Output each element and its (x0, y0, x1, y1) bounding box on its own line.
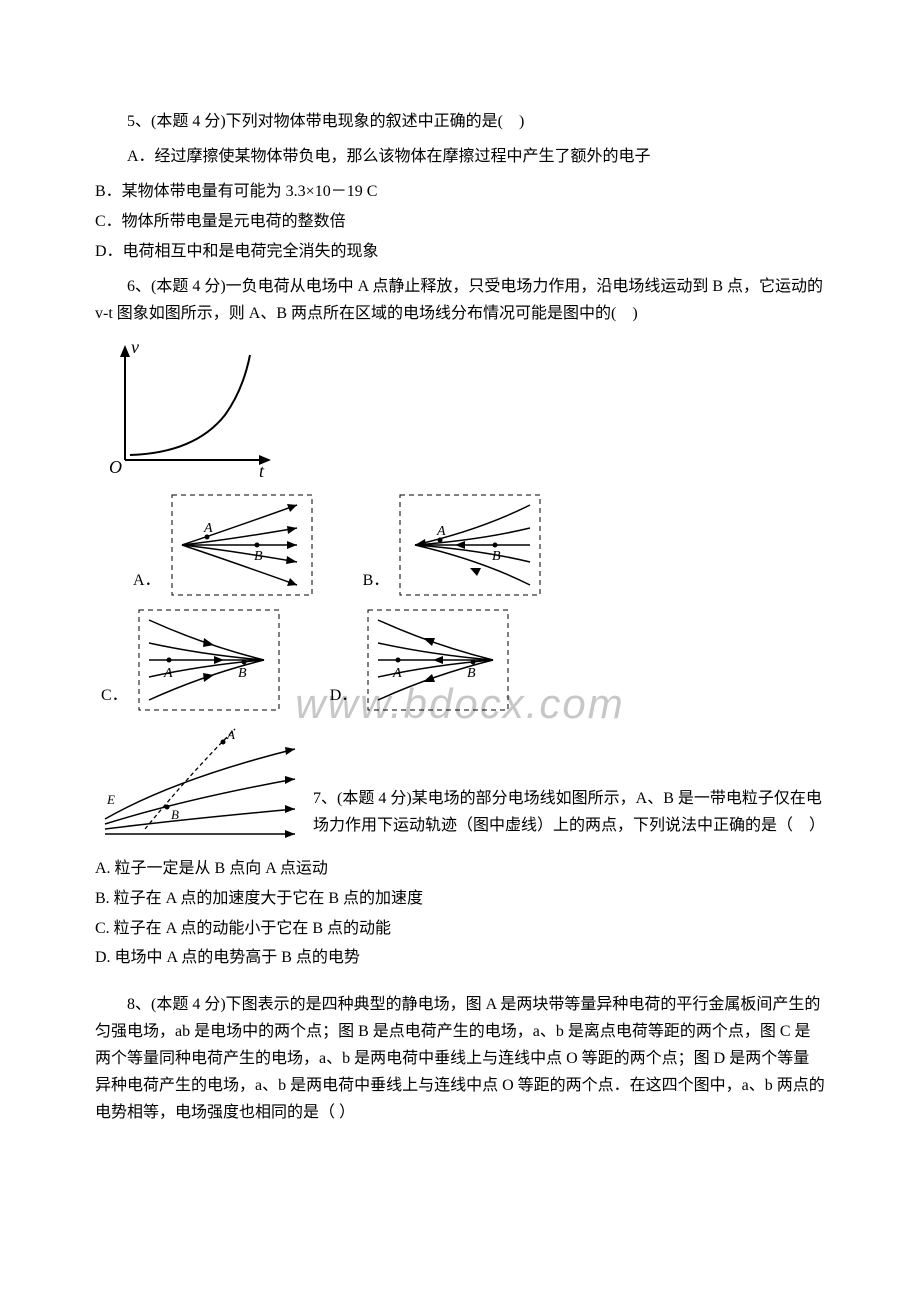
q6-options-row1: A． A B B． A B (95, 490, 825, 600)
svg-text:E: E (106, 792, 115, 807)
svg-text:A: A (226, 727, 235, 742)
q6-vt-graph: v O t (95, 335, 825, 485)
svg-text:A: A (203, 521, 213, 536)
q5-option-b: B．某物体带电量有可能为 3.3×10－19 C (95, 178, 825, 205)
svg-text:O: O (109, 457, 122, 477)
q5-option-a: A．经过摩擦使某物体带负电，那么该物体在摩擦过程中产生了额外的电子 (95, 143, 825, 170)
q8-stem: 8、(本题 4 分)下图表示的是四种典型的静电场，图 A 是两块带等量异种电荷的… (95, 991, 825, 1127)
q5-option-d: D．电荷相互中和是电荷完全消失的现象 (95, 238, 825, 265)
svg-text:B: B (254, 549, 263, 564)
svg-text:A: A (436, 524, 446, 539)
q7-option-a: A. 粒子一定是从 B 点向 A 点运动 (95, 855, 825, 882)
svg-text:t: t (259, 461, 265, 481)
q6-option-c-fig: A B (134, 605, 284, 715)
svg-text:A: A (163, 666, 173, 681)
svg-text:A: A (392, 666, 402, 681)
vt-graph-svg: v O t (95, 335, 285, 485)
q6-options-row2: C． A B D． A B (95, 605, 825, 715)
q7-option-d: D. 电场中 A 点的电势高于 B 点的电势 (95, 944, 825, 971)
svg-text:B: B (467, 666, 476, 681)
q7-stem: 7、(本题 4 分)某电场的部分电场线如图所示，A、B 是一带电粒子仅在电场力作… (313, 790, 825, 834)
q6-label-b: B． (363, 567, 390, 594)
svg-text:B: B (171, 807, 179, 822)
q5-stem: 5、(本题 4 分)下列对物体带电现象的叙述中正确的是( ) (95, 108, 825, 135)
svg-text:B: B (492, 549, 501, 564)
q6-label-a: A． (133, 567, 161, 594)
q7-option-b: B. 粒子在 A 点的加速度大于它在 B 点的加速度 (95, 885, 825, 912)
q6-option-b-fig: A B (395, 490, 545, 600)
q7-block: A B E 7、(本题 4 分)某电场的部分电场线如图所示，A、B 是一带电粒子… (95, 719, 825, 839)
q6-option-a-fig: A B (167, 490, 317, 600)
q7-option-c: C. 粒子在 A 点的动能小于它在 B 点的动能 (95, 915, 825, 942)
q6-option-d-fig: A B (363, 605, 513, 715)
q6-label-d: D． (330, 682, 358, 709)
q6-stem: 6、(本题 4 分)一负电荷从电场中 A 点静止释放，只受电场力作用，沿电场线运… (95, 273, 825, 327)
svg-text:B: B (238, 666, 247, 681)
q7-figure: A B E (95, 719, 305, 839)
q6-label-c: C． (101, 682, 128, 709)
q5-option-c: C．物体所带电量是元电荷的整数倍 (95, 208, 825, 235)
svg-text:v: v (131, 337, 139, 357)
